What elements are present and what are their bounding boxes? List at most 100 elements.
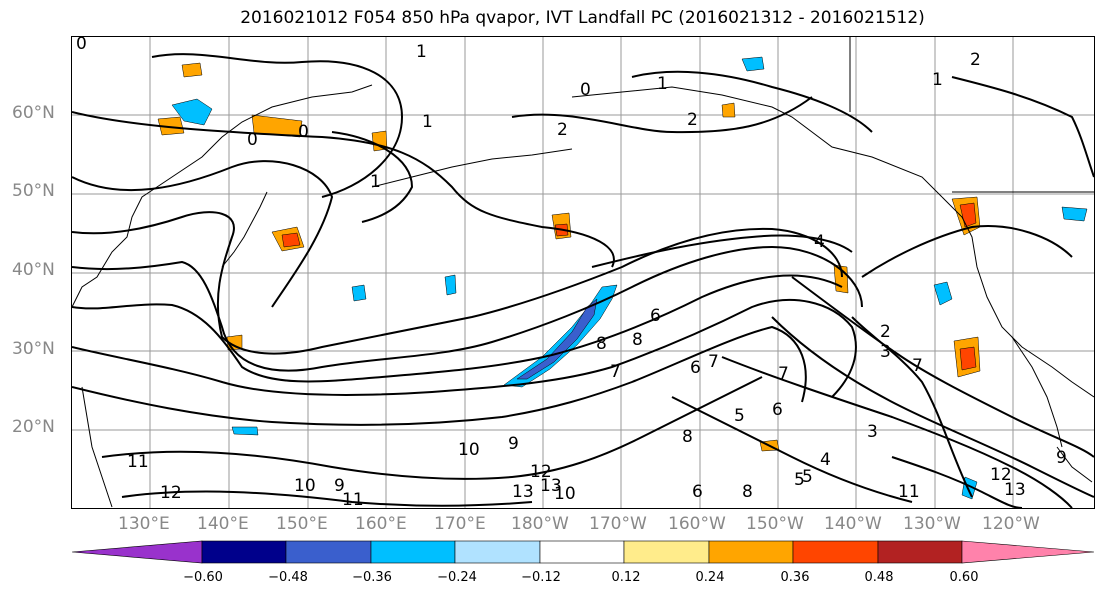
contour-label: 1 [657, 74, 668, 94]
coastlines [72, 37, 1094, 508]
colorbar-svg [71, 540, 1095, 564]
colorbar-segment [454, 540, 541, 564]
colorbar-segment [792, 540, 879, 564]
contour-label: 9 [508, 434, 519, 454]
ivt-contours [72, 53, 1094, 508]
colorbar-tick-label: −0.48 [268, 570, 308, 585]
contour-path-1 [151, 53, 404, 198]
contour-path-7 [72, 211, 843, 355]
lon-label-160e: 160°E [355, 514, 407, 534]
contour-path-11 [72, 325, 807, 426]
contour-path-2 [331, 131, 414, 223]
contour-label: 10 [294, 476, 316, 496]
colorbar-segment [370, 540, 456, 564]
contour-path-17 [861, 225, 1073, 278]
colorbar-segment [708, 540, 794, 564]
colorbar-segment [961, 540, 1095, 564]
contour-label: 7 [912, 356, 923, 376]
lat-label-50: 50°N [12, 181, 55, 201]
contour-label: 11 [127, 452, 149, 472]
contour-path-4 [72, 111, 615, 268]
colorbar-tick-label: −0.60 [183, 570, 223, 585]
lon-label-180w: 180°W [511, 514, 569, 534]
contour-label: 11 [342, 490, 364, 508]
lat-label-30: 30°N [12, 339, 55, 359]
coastline-japan [221, 191, 268, 268]
contour-label: 7 [708, 352, 719, 372]
lon-label-150w: 150°W [746, 514, 804, 534]
coastline-aleutians [371, 148, 573, 188]
contour-label: 9 [1056, 448, 1067, 468]
negative-anomaly-patch-small2 [444, 274, 457, 296]
contour-label: 12 [530, 462, 552, 482]
contour-label: 13 [512, 482, 534, 502]
contour-label: 12 [990, 465, 1012, 485]
positive-anomaly-patch-w2 [281, 232, 301, 248]
contour-path-3 [511, 96, 813, 134]
contour-label: 6 [690, 358, 701, 378]
lon-label-170w: 170°W [589, 514, 647, 534]
lon-label-170e: 170°E [434, 514, 486, 534]
contour-path-19 [891, 456, 1023, 508]
colorbar-tick-label: −0.12 [521, 570, 561, 585]
positive-anomaly-patch-nw3 [251, 114, 303, 138]
positive-anomaly-patch-nw1 [157, 116, 185, 136]
coastline-mexico [1056, 446, 1093, 483]
contour-path-13 [121, 490, 533, 507]
contour-label: 3 [867, 422, 878, 442]
lon-label-160w: 160°W [668, 514, 726, 534]
lon-label-150e: 150°E [276, 514, 328, 534]
negative-anomaly-patch-ne [741, 56, 765, 72]
contour-label: 5 [802, 467, 813, 487]
colorbar-segment [285, 540, 372, 564]
contour-label: 7 [778, 364, 789, 384]
contour-label: 8 [742, 482, 753, 502]
contour-label: 2 [557, 120, 568, 140]
contour-label: 6 [692, 482, 703, 502]
colorbar-tick-label: −0.24 [437, 570, 477, 585]
contour-label: 4 [814, 232, 825, 252]
colorbar-tick-label: 0.36 [780, 570, 810, 585]
contour-label: 5 [794, 470, 805, 490]
colorbar-tick-label: 0.60 [949, 570, 979, 585]
colorbar-segment [877, 540, 963, 564]
lon-label-140e: 140°E [197, 514, 249, 534]
contour-path-9 [72, 274, 843, 383]
map-canvas: 0 1 2 1 0 2 1 0 0 1 2 4 2 1 3 6 7 8 6 5 … [72, 37, 1094, 508]
contour-label: 9 [334, 476, 345, 496]
colorbar-segment [539, 540, 625, 564]
map-panel: 0 1 2 1 0 2 1 0 0 1 2 4 2 1 3 6 7 8 6 5 … [71, 36, 1095, 509]
graticule [72, 37, 1094, 508]
contour-label: 6 [650, 306, 661, 326]
lon-label-130e: 130°E [118, 514, 170, 534]
colorbar-tick-label: 0.24 [695, 570, 725, 585]
contour-label: 10 [458, 440, 480, 460]
colorbar-tick-label: 0.12 [611, 570, 641, 585]
lat-label-40: 40°N [12, 260, 55, 280]
positive-anomaly-patch-nw2 [181, 62, 203, 78]
contour-path-18 [721, 356, 1073, 508]
lon-label-140w: 140°W [824, 514, 882, 534]
contour-label: 7 [610, 362, 621, 382]
contour-label: 4 [820, 450, 831, 470]
contour-label: 2 [880, 322, 891, 342]
contour-label: 1 [416, 42, 427, 62]
contour-path-12 [101, 376, 763, 480]
colorbar-segment [623, 540, 710, 564]
contour-label: 8 [596, 334, 607, 354]
contour-label: 13 [1004, 480, 1026, 500]
coastline-philippines [81, 386, 113, 508]
negative-anomaly-patch-sw [231, 426, 259, 436]
contour-label: 2 [970, 50, 981, 70]
colorbar [71, 540, 1096, 568]
lon-label-120w: 120°W [982, 514, 1040, 534]
lat-label-60: 60°N [12, 103, 55, 123]
colorbar-segment [71, 540, 203, 564]
contour-label: 3 [880, 342, 891, 362]
contour-label: 12 [160, 483, 182, 503]
shaded-anomalies [157, 56, 1088, 500]
contour-path-6 [72, 160, 334, 308]
contour-label: 0 [247, 130, 258, 150]
negative-anomaly-patch-nw [171, 98, 213, 126]
contour-path-14 [791, 276, 1094, 458]
